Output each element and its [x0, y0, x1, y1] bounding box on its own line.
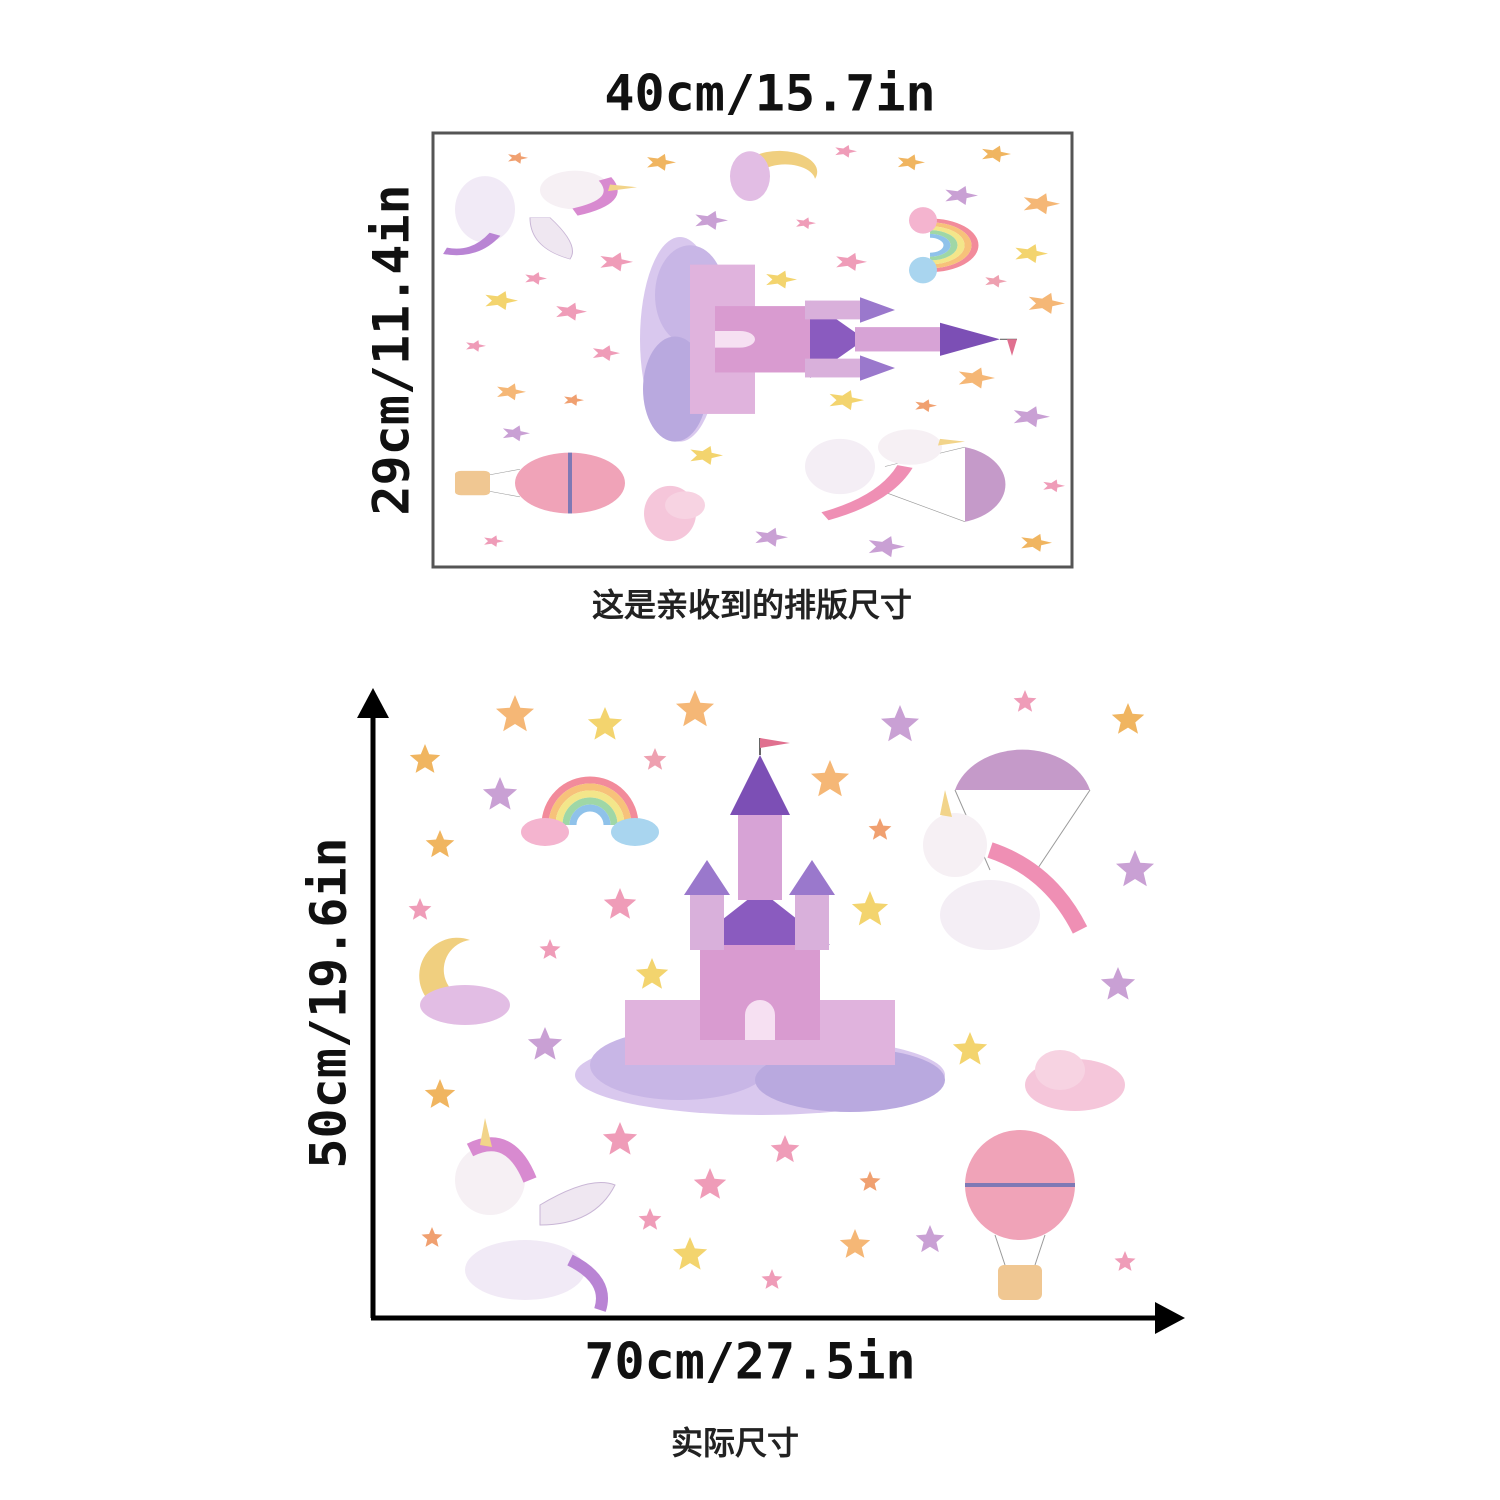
sheet-frame — [431, 131, 1074, 569]
actual-height-label: 50cm/19.6in — [300, 837, 358, 1168]
axes — [357, 688, 1185, 1334]
actual-width-label: 70cm/27.5in — [584, 1333, 915, 1391]
actual-art — [409, 690, 1154, 1310]
sheet-art — [445, 145, 1065, 557]
sheet-caption: 这是亲收到的排版尺寸 — [592, 586, 912, 624]
actual-caption: 实际尺寸 — [671, 1424, 799, 1462]
sheet-height-label: 29cm/11.4in — [363, 184, 421, 515]
sheet-width-label: 40cm/15.7in — [604, 65, 935, 123]
